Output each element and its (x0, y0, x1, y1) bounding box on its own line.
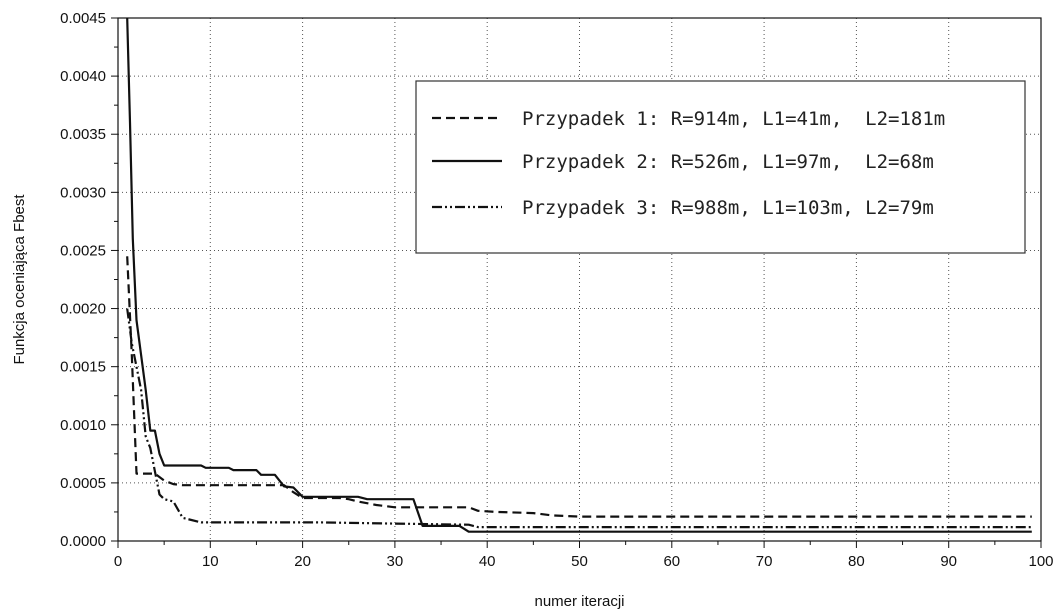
axis-ticks (111, 17, 1042, 548)
x-tick-label: 90 (940, 553, 957, 570)
x-tick-label: 0 (114, 553, 122, 570)
x-tick-label: 20 (294, 553, 311, 570)
x-tick-label: 80 (848, 553, 865, 570)
legend-items: Przypadek 1: R=914m, L1=41m, L2=181m Przy… (432, 108, 945, 219)
series-line-3 (126, 308, 1032, 529)
y-tick-label: 0.0025 (60, 242, 106, 259)
x-tick-label: 30 (387, 553, 404, 570)
x-axis-title: numer iteracji (534, 593, 624, 610)
x-tick-label: 100 (1028, 553, 1053, 570)
series-layer (126, 17, 1032, 533)
y-tick-label: 0.0000 (60, 533, 106, 550)
series-line-1 (126, 256, 1032, 518)
legend-label-3: Przypadek 3: R=988m, L1=103m, L2=79m (522, 197, 934, 219)
y-tick-label: 0.0020 (60, 301, 106, 318)
y-tick-label: 0.0045 (60, 10, 106, 27)
y-tick-label: 0.0030 (60, 184, 106, 201)
legend-box (415, 80, 1026, 254)
legend: Przypadek 1: R=914m, L1=41m, L2=181m Przy… (415, 80, 1026, 254)
x-tick-label: 50 (571, 553, 588, 570)
tick-labels: 0 10 20 30 40 50 60 70 80 90 100 0.0000 0.0005 0.0010… (60, 10, 1053, 570)
legend-label-1: Przypadek 1: R=914m, L1=41m, L2=181m (522, 108, 945, 130)
y-tick-label: 0.0015 (60, 359, 106, 376)
y-axis-title: Funkcja oceniająca Fbest (11, 194, 28, 365)
x-tick-label: 70 (756, 553, 773, 570)
series-line-2 (126, 17, 1032, 533)
x-tick-label: 40 (479, 553, 496, 570)
y-tick-label: 0.0010 (60, 417, 106, 434)
y-tick-label: 0.0040 (60, 68, 106, 85)
x-tick-label: 60 (663, 553, 680, 570)
legend-label-2: Przypadek 2: R=526m, L1=97m, L2=68m (522, 151, 934, 173)
x-tick-label: 10 (202, 553, 219, 570)
y-tick-label: 0.0005 (60, 475, 106, 492)
y-tick-label: 0.0035 (60, 126, 106, 143)
